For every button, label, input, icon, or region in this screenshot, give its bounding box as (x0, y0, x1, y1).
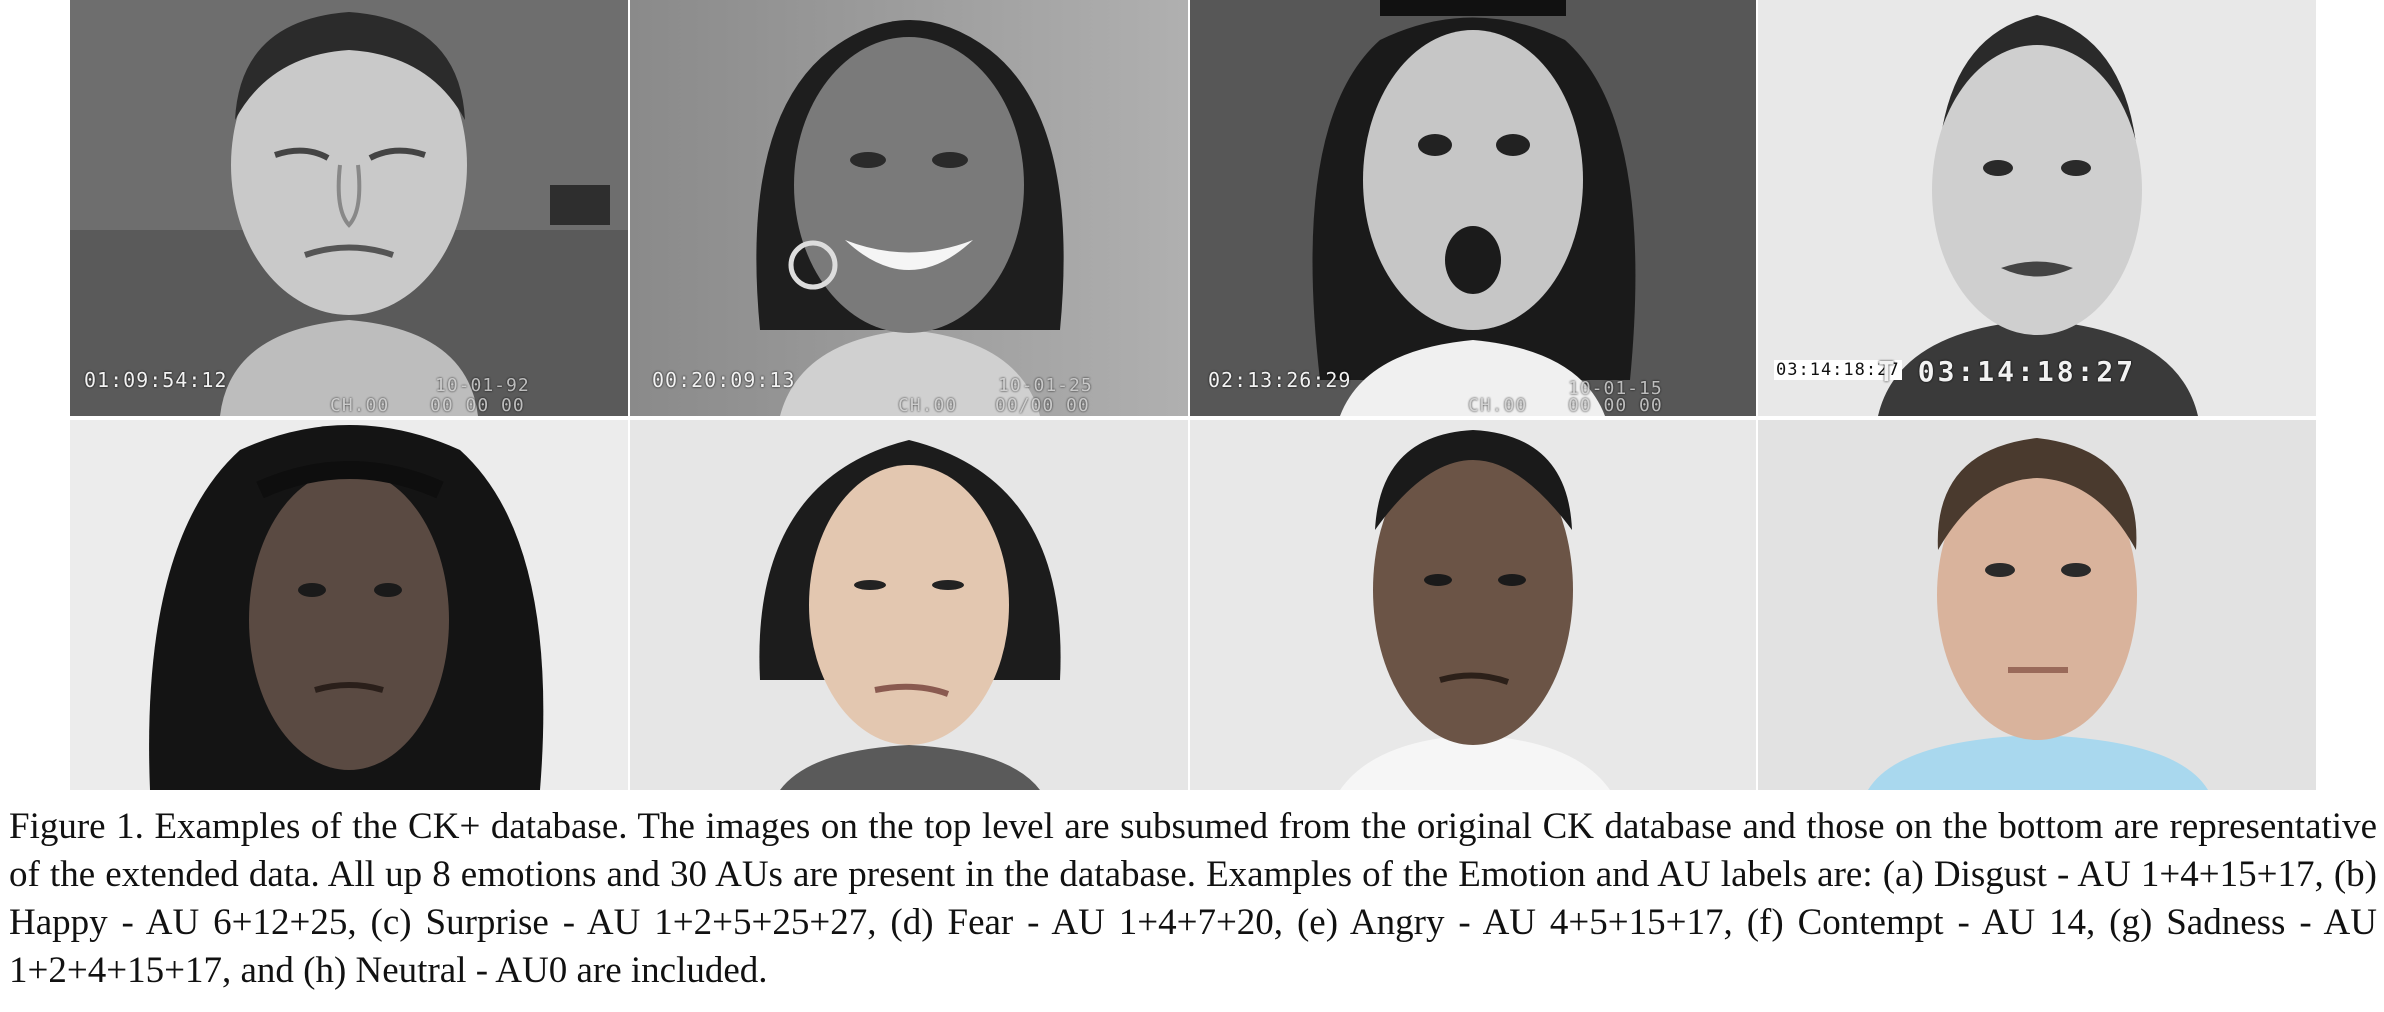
face-photo-e (70, 420, 628, 790)
face-photo-f (630, 420, 1188, 790)
date-label: 10-01-15 (1568, 378, 1663, 399)
face-photo-a: 01:09:54:12 10-01-92 CH.00 00 00 00 (70, 0, 628, 416)
timecode-label: 03:14:18:27 (1774, 360, 1902, 380)
date-label: 10-01-92 (435, 375, 530, 396)
date-label: 10-01-25 (998, 375, 1093, 396)
figure-caption: Figure 1. Examples of the CK+ database. … (9, 806, 2377, 991)
face-image-grid: 01:09:54:12 10-01-92 CH.00 00 00 00 00:2… (70, 0, 2316, 790)
timecode-large-label: T 03:14:18:27 (1878, 355, 2137, 388)
face-photo-c: 02:13:26:29 10-01-15 CH.00 00 00 00 (1190, 0, 1756, 416)
face-photo-b: 00:20:09:13 10-01-25 CH.00 00/00 00 (630, 0, 1188, 416)
timecode-label: 00:20:09:13 (652, 368, 796, 392)
channel-label: CH.00 (1468, 395, 1528, 416)
code-label: 00/00 00 (995, 395, 1090, 416)
face-photo-h (1758, 420, 2316, 790)
timecode-label: 02:13:26:29 (1208, 368, 1352, 392)
face-photo-g (1190, 420, 1756, 790)
code-label: 00 00 00 (430, 395, 525, 416)
channel-label: CH.00 (330, 395, 390, 416)
face-photo-d: 03:14:18:27 T 03:14:18:27 (1758, 0, 2316, 416)
code-label: 00 00 00 (1568, 395, 1663, 416)
channel-label: CH.00 (898, 395, 958, 416)
timecode-label: 01:09:54:12 (84, 368, 228, 392)
